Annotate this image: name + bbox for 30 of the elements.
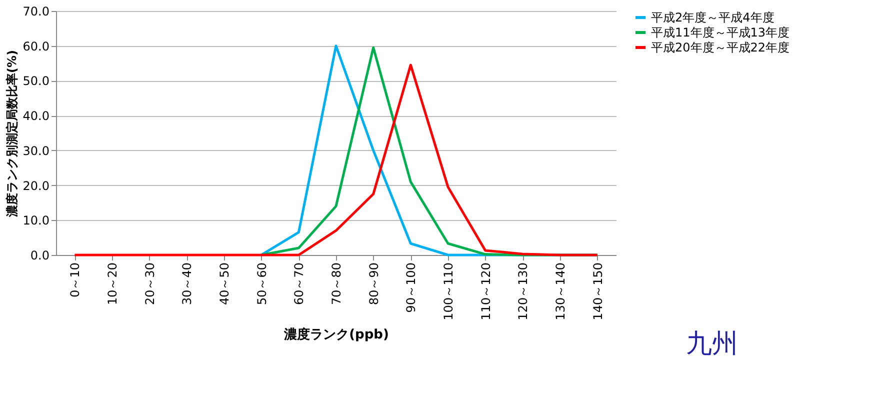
x-tick-label: 40～50 — [218, 262, 232, 306]
legend-label: 平成20年度～平成22年度 — [651, 40, 790, 54]
x-tick-label: 70～80 — [330, 262, 344, 306]
x-tick-label: 10～20 — [106, 262, 120, 306]
x-tick-label: 0～10 — [68, 262, 82, 298]
x-tick-label: 120～130 — [516, 262, 530, 320]
legend-label: 平成11年度～平成13年度 — [651, 26, 790, 40]
x-tick-label: 100～110 — [442, 262, 456, 320]
y-axis-title: 濃度ランク別測定局数比率(%) — [4, 50, 19, 218]
legend-label: 平成2年度～平成4年度 — [651, 10, 774, 24]
x-tick-label: 20～30 — [142, 262, 157, 306]
y-tick-label: 40.0 — [22, 109, 50, 124]
x-tick-label: 140～150 — [590, 262, 605, 320]
x-tick-label: 60～70 — [292, 262, 306, 306]
y-tick-label: 20.0 — [22, 178, 50, 193]
y-tick-label: 60.0 — [22, 39, 50, 54]
y-tick-label: 30.0 — [22, 144, 50, 158]
y-tick-label: 50.0 — [22, 74, 50, 88]
x-tick-label: 80～90 — [366, 262, 381, 306]
text: 九州 — [686, 329, 738, 359]
y-tick-label: 0.0 — [30, 248, 50, 262]
y-tick-label: 10.0 — [22, 214, 50, 228]
x-tick-label: 90～100 — [404, 262, 418, 313]
x-axis-title: 濃度ランク(ppb) — [283, 326, 389, 342]
x-tick-label: 50～60 — [254, 262, 269, 306]
x-tick-label: 130～140 — [554, 262, 568, 320]
x-tick-label: 30～40 — [180, 262, 194, 306]
line-series — [73, 64, 599, 256]
y-tick-label: 70.0 — [22, 4, 50, 18]
x-tick-label: 110～120 — [478, 262, 493, 320]
